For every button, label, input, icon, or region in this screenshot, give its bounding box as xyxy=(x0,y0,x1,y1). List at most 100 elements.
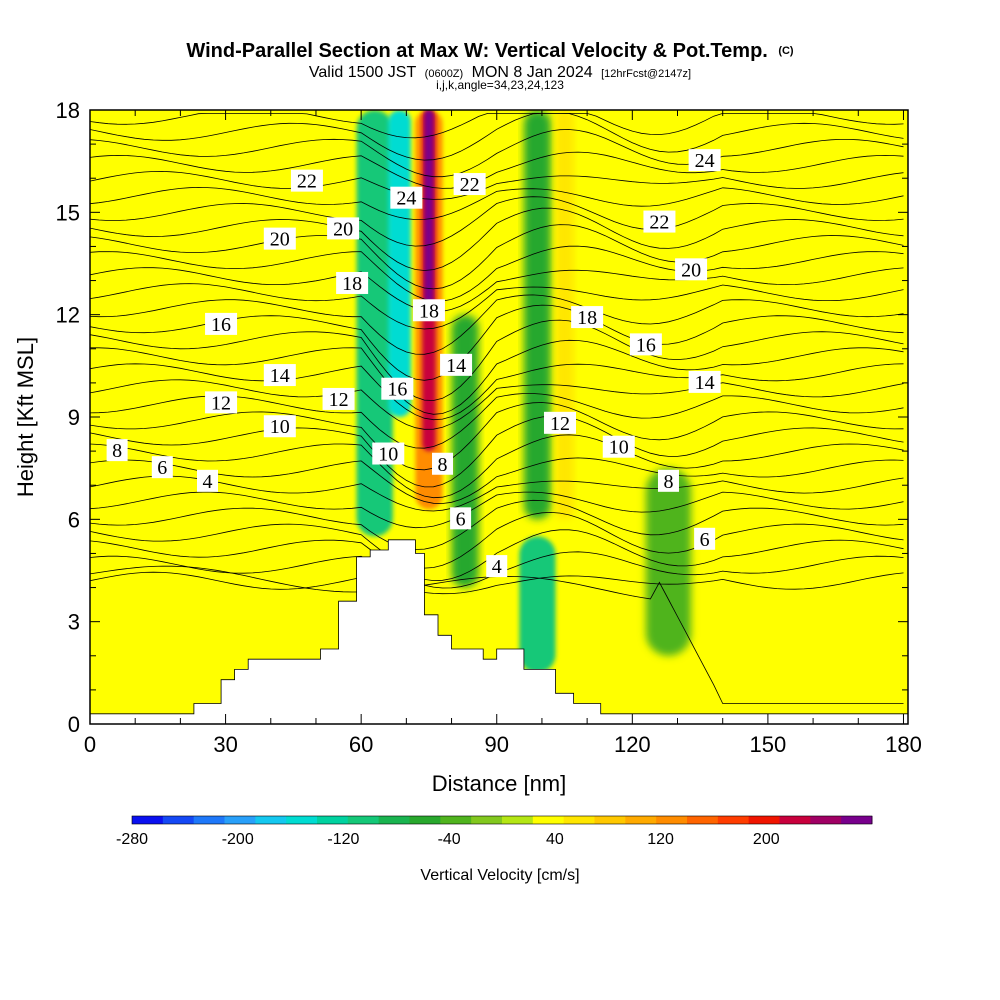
contour-label-text: 10 xyxy=(378,444,398,466)
colorbar-swatch xyxy=(687,816,719,824)
contour-label-bg xyxy=(381,377,414,400)
x-tick-label: 120 xyxy=(614,732,651,757)
contour-label-17: 6 xyxy=(151,456,173,479)
y-tick-label: 15 xyxy=(56,200,80,225)
contour-label-text: 12 xyxy=(550,413,570,435)
x-tick-label: 150 xyxy=(750,732,787,757)
contour-label-bg xyxy=(571,306,604,329)
contour-label-bg xyxy=(486,555,508,578)
x-axis: 0 30 60 90 120 150 180 xyxy=(84,110,922,757)
contour-label-6: 18 xyxy=(412,299,445,322)
contour-label-text: 14 xyxy=(446,355,466,377)
contour-label-bg xyxy=(688,370,721,393)
contour-label-bg xyxy=(544,411,577,434)
colorbar-swatch xyxy=(347,816,380,824)
velocity-band-8 xyxy=(645,468,692,656)
theta-contour-14 xyxy=(90,339,904,415)
contour-label-1: 20 xyxy=(263,227,296,251)
colorbar-tick-label: -120 xyxy=(327,831,359,848)
contour-label-text: 16 xyxy=(387,379,407,401)
colorbar-swatch xyxy=(748,816,780,824)
contour-label-text: 4 xyxy=(203,471,213,493)
contour-label-text: 24 xyxy=(695,150,715,172)
contour-label-5: 22 xyxy=(453,173,486,196)
contour-label-text: 18 xyxy=(419,300,439,322)
contour-label-9: 16 xyxy=(381,377,414,401)
colorbar-swatch xyxy=(193,816,225,824)
colorbar-swatch xyxy=(317,816,349,824)
colorbar-tick-label: -40 xyxy=(438,831,461,848)
y-tick-label: 0 xyxy=(68,712,80,737)
velocity-band-6 xyxy=(523,110,551,520)
contour-label-bg xyxy=(263,415,296,438)
contour-label-text: 8 xyxy=(663,471,673,493)
colorbar-swatch xyxy=(409,816,441,824)
colorbar-label: Vertical Velocity [cm/s] xyxy=(420,867,579,884)
colorbar-swatch xyxy=(625,816,657,824)
contour-label-19: 6 xyxy=(450,507,472,530)
theta-contour-18 xyxy=(90,283,904,330)
velocity-band-0 xyxy=(356,110,393,537)
theta-contour-12 xyxy=(90,379,904,430)
theta-contour-17 xyxy=(90,294,904,355)
contour-label-3: 18 xyxy=(336,271,369,295)
theta-contour-27 xyxy=(90,129,904,178)
contour-label-text: 20 xyxy=(270,229,290,251)
chart-params: i,j,k,angle=34,23,24,123 xyxy=(436,78,564,92)
theta-contours xyxy=(90,113,904,704)
colorbar-swatch xyxy=(779,816,811,824)
contour-label-26: 16 xyxy=(629,333,662,356)
velocity-band-5 xyxy=(519,536,556,673)
y-tick-label: 12 xyxy=(56,303,80,328)
contour-label-text: 22 xyxy=(460,174,480,196)
contour-label-bg xyxy=(327,217,360,240)
contour-label-10: 14 xyxy=(440,353,473,377)
contour-label-bg xyxy=(197,469,219,492)
colorbar-frame xyxy=(131,815,873,825)
colorbar-swatch xyxy=(532,816,565,824)
contour-label-28: 20 xyxy=(675,258,708,281)
colorbar-swatch xyxy=(255,816,287,824)
contour-label-14: 10 xyxy=(372,442,405,466)
colorbar-swatch xyxy=(594,816,626,824)
y-tick-label: 3 xyxy=(68,610,80,635)
contour-label-text: 10 xyxy=(270,416,290,438)
x-tick-label: 90 xyxy=(484,732,508,757)
theta-contour-3 xyxy=(90,511,904,569)
colorbar-tick-label: -280 xyxy=(116,831,148,848)
colorbar-tick-label: 200 xyxy=(753,831,780,848)
velocity-core xyxy=(424,110,434,315)
contour-label-bg xyxy=(412,299,445,322)
contour-label-text: 6 xyxy=(700,529,710,551)
contour-labels: 22 20 20 18 24 22 18 16 14 16 14 12 12 10 10 8 8 6 4 6 4 12 10… xyxy=(106,149,721,578)
contour-label-text: 14 xyxy=(695,372,715,394)
colorbar-swatch xyxy=(502,816,534,824)
contour-label-2: 20 xyxy=(327,217,360,240)
contour-label-text: 16 xyxy=(636,334,656,356)
colorbar-tick-label: 120 xyxy=(647,831,674,848)
contour-label-bg xyxy=(643,210,676,233)
contour-label-bg xyxy=(205,391,238,414)
colorbar-swatch xyxy=(841,816,873,824)
contour-label-27: 14 xyxy=(688,370,721,394)
contour-label-text: 12 xyxy=(211,392,231,414)
contour-label-text: 10 xyxy=(609,437,629,459)
theta-contour-15 xyxy=(90,319,904,401)
contour-label-text: 22 xyxy=(649,212,669,234)
colorbar-swatch xyxy=(378,816,410,824)
x-tick-label: 180 xyxy=(885,732,922,757)
theta-contour-23 xyxy=(90,196,904,247)
contour-label-bg xyxy=(688,149,721,172)
contour-label-bg xyxy=(263,227,296,250)
contour-label-4: 24 xyxy=(390,186,423,210)
colorbar-swatch xyxy=(286,816,318,824)
theta-contour-20 xyxy=(90,245,904,302)
contour-label-bg xyxy=(629,333,662,356)
contour-label-bg xyxy=(372,442,405,465)
contour-label-text: 24 xyxy=(396,188,416,210)
chart-subtitle: Valid 1500 JST (0600Z) MON 8 Jan 2024 [1… xyxy=(309,64,691,81)
chart-title: Wind-Parallel Section at Max W: Vertical… xyxy=(186,40,794,62)
theta-contour-19 xyxy=(90,267,904,313)
contour-label-bg xyxy=(675,258,708,281)
colorbar-swatch xyxy=(717,816,750,824)
